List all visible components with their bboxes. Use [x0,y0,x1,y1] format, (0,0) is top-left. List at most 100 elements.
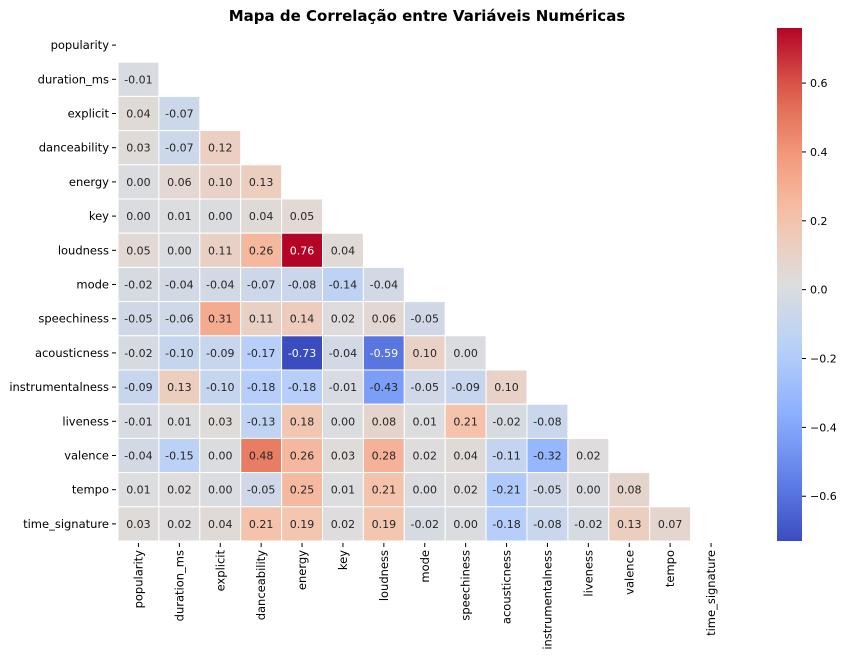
x-tick-label: popularity [131,550,145,609]
heatmap-cell [322,232,364,268]
cell-value-label: 0.28 [372,450,397,463]
y-tick-label: instrumentalness [9,380,109,394]
cell-value-label: -0.04 [329,347,357,360]
cell-value-label: -0.01 [124,415,152,428]
heatmap-cell [117,472,160,508]
cell-value-label: 0.10 [413,347,438,360]
x-tick-label: explicit [213,550,227,592]
x-tick-label: speechiness [459,550,473,621]
cell-value-label: 0.03 [331,450,356,463]
cell-value-label: -0.08 [533,518,561,531]
cell-value-label: -0.07 [165,142,193,155]
cell-value-label: 0.01 [126,484,151,497]
heatmap-cell [567,506,610,542]
heatmap-cell [444,335,487,371]
cell-value-label: 0.21 [453,415,478,428]
heatmap-cell [281,369,324,405]
cell-value-label: -0.18 [288,381,316,394]
heatmap-cell [240,506,283,542]
cell-value-label: -0.07 [165,108,193,121]
heatmap-cell [567,437,610,474]
cell-value-label: 0.00 [453,347,478,360]
colorbar-tick-label: 0.0 [810,284,828,297]
cell-value-label: -0.08 [533,415,561,428]
heatmap-cell [117,335,160,371]
y-tick-label: mode [76,278,109,292]
colorbar-tick-label: 0.4 [810,146,828,159]
cell-value-label: 0.00 [126,176,151,189]
cell-value-label: 0.14 [290,313,315,326]
heatmap-cell [117,506,160,542]
cell-value-label: -0.02 [492,415,520,428]
heatmap-cell [158,437,201,474]
cell-value-label: 0.06 [167,176,192,189]
cell-value-label: 0.19 [372,518,397,531]
heatmap-cell [526,506,569,542]
heatmap-cell [403,369,446,405]
x-tick-label: time_signature [704,550,718,636]
cell-value-label: 0.10 [208,176,233,189]
heatmap-cell [158,369,201,405]
colorbar-ticks: 0.6 0.4 0.2 0.0 −0.2 −0.4 −0.6 [802,77,837,503]
cell-value-label: -0.04 [165,279,193,292]
heatmap-cell [117,301,160,337]
cell-value-label: 0.11 [208,244,233,257]
heatmap-cell [240,403,283,439]
heatmap-cell [322,335,364,371]
cell-value-label: -0.02 [574,518,602,531]
heatmap-cell [322,506,364,542]
cell-value-label: 0.00 [208,450,233,463]
cell-value-label: -0.05 [411,381,439,394]
x-tick-label: liveness [581,550,595,597]
cell-value-label: -0.09 [451,381,479,394]
cell-value-label: 0.04 [249,210,274,223]
heatmap-cell [199,369,242,405]
heatmap-cell [322,472,364,508]
cell-value-label: 0.08 [372,415,397,428]
cell-value-label: -0.17 [247,347,275,360]
heatmap-cell [199,506,242,542]
heatmap-cell [158,266,201,303]
cell-value-label: 0.13 [167,381,192,394]
heatmap-cell [158,506,201,542]
cell-value-label: -0.13 [247,415,275,428]
x-tick-label: mode [418,550,432,583]
cell-value-label: -0.43 [370,381,398,394]
heatmap-cell [199,437,242,474]
cell-value-label: -0.05 [247,484,275,497]
y-tick-label: liveness [62,414,109,428]
cell-value-label: 0.00 [331,415,356,428]
cell-value-label: -0.05 [411,313,439,326]
cell-value-label: 0.11 [249,313,274,326]
cell-value-label: 0.02 [413,450,438,463]
x-tick-label: duration_ms [172,550,186,621]
cell-value-label: -0.02 [124,279,152,292]
heatmap-cell [240,437,283,474]
heatmap-cell [240,369,283,405]
cell-value-label: 0.21 [372,484,397,497]
heatmap-cell [240,164,283,200]
heatmap-cell [485,369,528,405]
heatmap-cell [117,232,160,268]
cell-value-label: 0.04 [126,108,151,121]
cell-value-label: 0.02 [453,484,478,497]
heatmap-cell [117,403,160,439]
heatmap-cell [608,506,651,542]
y-tick-label: explicit [68,107,110,121]
heatmap-cell [240,232,283,268]
heatmap-cell [444,403,487,439]
cell-value-label: 0.02 [576,450,601,463]
cell-value-label: 0.04 [453,450,478,463]
cell-value-label: 0.04 [331,244,356,257]
heatmap-cell [403,437,446,474]
cell-value-label: 0.04 [208,518,233,531]
y-tick-label: duration_ms [38,72,109,86]
cell-value-label: -0.05 [533,484,561,497]
chart-title: Mapa de Correlação entre Variáveis Numér… [229,7,626,25]
cell-value-label: 0.26 [249,244,274,257]
cell-value-label: -0.04 [206,279,234,292]
heatmap-cell [526,472,569,508]
cell-value-label: -0.06 [165,313,193,326]
cell-value-label: -0.32 [533,450,561,463]
